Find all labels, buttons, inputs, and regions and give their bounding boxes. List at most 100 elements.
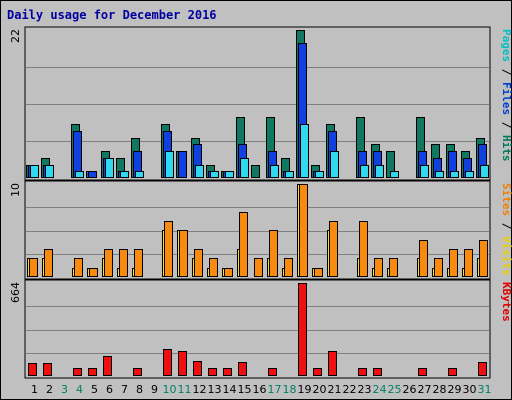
bar-files-day-11 <box>178 151 187 178</box>
y-max-tick-label: 10 <box>9 183 22 197</box>
x-tick-label-13: 13 <box>208 383 222 396</box>
x-tick-label-5: 5 <box>91 383 98 396</box>
bar-pages-day-10 <box>165 151 174 178</box>
bar-sites-day-4 <box>74 258 83 277</box>
bar-sites-day-13 <box>209 258 218 277</box>
bar-kbytes-day-17 <box>268 368 277 376</box>
x-tick-label-22: 22 <box>343 383 357 396</box>
bar-pages-day-6 <box>105 158 114 178</box>
bar-pages-day-12 <box>195 165 204 178</box>
bar-pages-day-31 <box>480 165 489 178</box>
x-tick-label-19: 19 <box>298 383 312 396</box>
bar-pages-day-29 <box>450 171 459 178</box>
x-tick-label-26: 26 <box>403 383 417 396</box>
bar-sites-day-19 <box>299 184 308 277</box>
bar-pages-day-13 <box>210 171 219 178</box>
x-tick-label-28: 28 <box>433 383 447 396</box>
x-tick-label-18: 18 <box>283 383 297 396</box>
bar-sites-day-7 <box>119 249 128 277</box>
panel-sites-visits: 10 Sites / Visits <box>9 180 512 280</box>
bar-pages-day-2 <box>45 165 54 178</box>
bar-pages-day-27 <box>420 165 429 178</box>
x-tick-label-31: 31 <box>478 383 492 396</box>
bar-kbytes-day-5 <box>88 368 97 376</box>
x-tick-label-25: 25 <box>388 383 402 396</box>
bar-sites-day-20 <box>314 268 323 277</box>
bar-sites-day-29 <box>449 249 458 277</box>
bar-sites-day-1 <box>29 258 38 277</box>
bar-sites-day-5 <box>89 268 98 277</box>
series-sites <box>29 184 488 277</box>
legend-entry: / <box>500 115 512 135</box>
bar-sites-day-14 <box>224 268 233 277</box>
bar-kbytes-day-8 <box>133 368 142 376</box>
bar-sites-day-18 <box>284 258 293 277</box>
bar-kbytes-day-1 <box>28 363 37 376</box>
bar-sites-day-10 <box>164 221 173 277</box>
y-max-tick-label: 664 <box>9 282 22 303</box>
x-tick-label-30: 30 <box>463 383 477 396</box>
bar-pages-day-17 <box>270 165 279 178</box>
x-tick-label-27: 27 <box>418 383 432 396</box>
bar-sites-day-31 <box>479 240 488 277</box>
bar-sites-day-15 <box>239 212 248 277</box>
series-pages <box>30 124 489 178</box>
x-tick-label-12: 12 <box>193 383 207 396</box>
x-tick-label-2: 2 <box>46 383 53 396</box>
panel-legend: KBytes <box>500 282 512 322</box>
x-tick-label-24: 24 <box>373 383 387 396</box>
x-tick-label-9: 9 <box>151 383 158 396</box>
bar-pages-day-19 <box>300 124 309 178</box>
bar-kbytes-day-27 <box>418 368 427 376</box>
x-axis-labels: 1 2 3 4 5 6 7 8 9 10 11 12 13 14 15 16 17 18 19 20 21 22 23 24 2… <box>31 383 492 396</box>
series-kbytes <box>28 283 487 376</box>
bar-sites-day-2 <box>44 249 53 277</box>
panel-legend: Pages / Files / Hits <box>500 29 512 162</box>
bar-pages-day-7 <box>120 171 129 178</box>
legend-entry: Hits <box>500 135 512 162</box>
legend-entry: Files <box>500 82 512 115</box>
chart-panels: 22 Pages / Files / Hits 10 Sites / Visits 66… <box>9 26 512 379</box>
panel-frame <box>24 279 491 379</box>
bar-pages-day-18 <box>285 171 294 178</box>
panel-pages-files-hits: 22 Pages / Files / Hits <box>9 26 512 181</box>
bar-kbytes-day-21 <box>328 351 337 376</box>
bar-pages-day-24 <box>375 165 384 178</box>
bar-kbytes-day-12 <box>193 361 202 376</box>
bar-sites-day-25 <box>389 258 398 277</box>
bar-hits-day-16 <box>251 165 260 178</box>
bar-kbytes-day-13 <box>208 368 217 376</box>
bar-pages-day-4 <box>75 171 84 178</box>
legend-entry: Pages <box>500 29 512 62</box>
bar-kbytes-day-2 <box>43 363 52 376</box>
bar-sites-day-21 <box>329 221 338 277</box>
bar-pages-day-30 <box>465 171 474 178</box>
x-tick-label-10: 10 <box>163 383 177 396</box>
x-tick-label-20: 20 <box>313 383 327 396</box>
bar-kbytes-day-19 <box>298 283 307 376</box>
bar-sites-day-24 <box>374 258 383 277</box>
x-tick-label-7: 7 <box>121 383 128 396</box>
bar-files-day-4 <box>73 131 82 178</box>
bar-sites-day-12 <box>194 249 203 277</box>
x-tick-label-17: 17 <box>268 383 282 396</box>
bar-pages-day-28 <box>435 171 444 178</box>
panel-kbytes: 664 KBytes <box>9 279 512 379</box>
bar-kbytes-day-24 <box>373 368 382 376</box>
bar-sites-day-8 <box>134 249 143 277</box>
bar-kbytes-day-10 <box>163 349 172 376</box>
x-tick-label-1: 1 <box>31 383 38 396</box>
bar-sites-day-30 <box>464 249 473 277</box>
bar-sites-day-16 <box>254 258 263 277</box>
bar-kbytes-day-29 <box>448 368 457 376</box>
bar-sites-day-17 <box>269 230 278 277</box>
bar-sites-day-11 <box>179 230 188 277</box>
bar-kbytes-day-15 <box>238 362 247 376</box>
legend-entry: KBytes <box>500 282 512 322</box>
bar-sites-day-23 <box>359 221 368 277</box>
bar-kbytes-day-20 <box>313 368 322 376</box>
x-tick-label-3: 3 <box>61 383 68 396</box>
bar-pages-day-14 <box>225 171 234 178</box>
